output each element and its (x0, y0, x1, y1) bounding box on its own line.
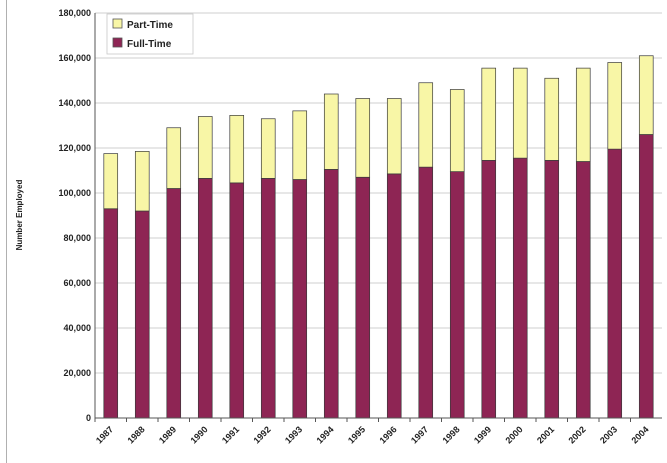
chart-frame: 0 20,000 40,000 60,000 80,000 100,000 120,000 1… (6, 0, 662, 463)
bar-part-time-1994 (323, 93, 339, 170)
bars (103, 55, 654, 419)
x-tick-label: 1996 (377, 424, 398, 445)
x-tick-label: 1989 (157, 424, 178, 445)
bar-part-time-2002 (575, 67, 591, 162)
y-tick-label: 120,000 (58, 143, 91, 153)
bar-full-time-1996 (386, 173, 402, 419)
bar-full-time-2003 (607, 148, 623, 419)
bar-part-time-1989 (166, 127, 182, 189)
x-tick-label: 1998 (440, 424, 461, 445)
y-tick-label: 40,000 (63, 323, 91, 333)
legend: Part-Time Full-Time (106, 13, 194, 55)
x-tick-label: 1987 (94, 424, 115, 445)
y-tick-label: 80,000 (63, 233, 91, 243)
bar-full-time-2001 (544, 160, 560, 419)
x-tick-label: 1995 (346, 424, 367, 445)
y-tick-label: 0 (86, 413, 91, 423)
bar-full-time-2000 (512, 157, 528, 419)
bar-full-time-1998 (449, 171, 465, 419)
bar-part-time-2003 (607, 62, 623, 150)
bar-full-time-1992 (260, 178, 276, 419)
bar-part-time-1988 (134, 151, 150, 212)
bar-full-time-1991 (229, 182, 245, 419)
bar-part-time-1990 (197, 116, 213, 179)
bar-part-time-1997 (418, 82, 434, 168)
axes (94, 13, 662, 422)
bar-part-time-1991 (229, 115, 245, 184)
legend-swatch-part-time (112, 18, 123, 29)
x-tick-labels: 1987 1988 1989 1990 1991 1992 1993 1994 1995 1996… (94, 424, 651, 445)
bar-part-time-1999 (481, 67, 497, 161)
bar-full-time-2004 (638, 134, 654, 419)
bar-part-time-1993 (292, 110, 308, 180)
y-tick-label: 160,000 (58, 53, 91, 63)
bar-full-time-1999 (481, 160, 497, 419)
bar-full-time-1994 (323, 169, 339, 419)
y-tick-label: 180,000 (58, 8, 91, 18)
bar-full-time-1990 (197, 178, 213, 419)
legend-label-full-time: Full-Time (127, 39, 172, 50)
x-tick-label: 1997 (409, 424, 430, 445)
bar-full-time-1995 (355, 176, 371, 419)
bar-part-time-1998 (449, 89, 465, 172)
bar-part-time-1987 (103, 153, 119, 210)
gridlines (95, 12, 662, 374)
x-tick-label: 2000 (503, 424, 524, 445)
y-tick-label: 60,000 (63, 278, 91, 288)
y-tick-label: 100,000 (58, 188, 91, 198)
bar-part-time-2000 (512, 67, 528, 159)
x-tick-label: 1994 (314, 424, 335, 445)
x-tick-label: 2004 (629, 424, 650, 445)
x-tick-label: 1993 (283, 424, 304, 445)
bar-full-time-1987 (103, 208, 119, 419)
x-tick-label: 1990 (188, 424, 209, 445)
bar-full-time-1989 (166, 188, 182, 419)
x-tick-label: 2002 (566, 424, 587, 445)
y-tick-labels: 0 20,000 40,000 60,000 80,000 100,000 120,000 1… (58, 8, 91, 423)
y-tick-label: 140,000 (58, 98, 91, 108)
bar-part-time-2001 (544, 77, 560, 161)
bar-part-time-1996 (386, 98, 402, 175)
bar-full-time-1997 (418, 166, 434, 419)
legend-label-part-time: Part-Time (127, 20, 173, 31)
x-tick-label: 1988 (125, 424, 146, 445)
bar-full-time-2002 (575, 161, 591, 419)
x-tick-label: 1991 (220, 424, 241, 445)
stacked-bar-chart: 0 20,000 40,000 60,000 80,000 100,000 120,000 1… (15, 8, 662, 446)
bar-part-time-1995 (355, 98, 371, 178)
x-tick-label: 2003 (598, 424, 619, 445)
x-tick-label: 1992 (251, 424, 272, 445)
x-tick-label: 2001 (535, 424, 556, 445)
bar-part-time-1992 (260, 118, 276, 179)
bar-full-time-1988 (134, 210, 150, 419)
x-tick-label: 1999 (472, 424, 493, 445)
bar-full-time-1993 (292, 179, 308, 419)
y-axis-title: Number Employed (15, 180, 24, 251)
bar-part-time-2004 (638, 55, 654, 135)
legend-swatch-full-time (112, 37, 123, 48)
y-tick-label: 20,000 (63, 368, 91, 378)
